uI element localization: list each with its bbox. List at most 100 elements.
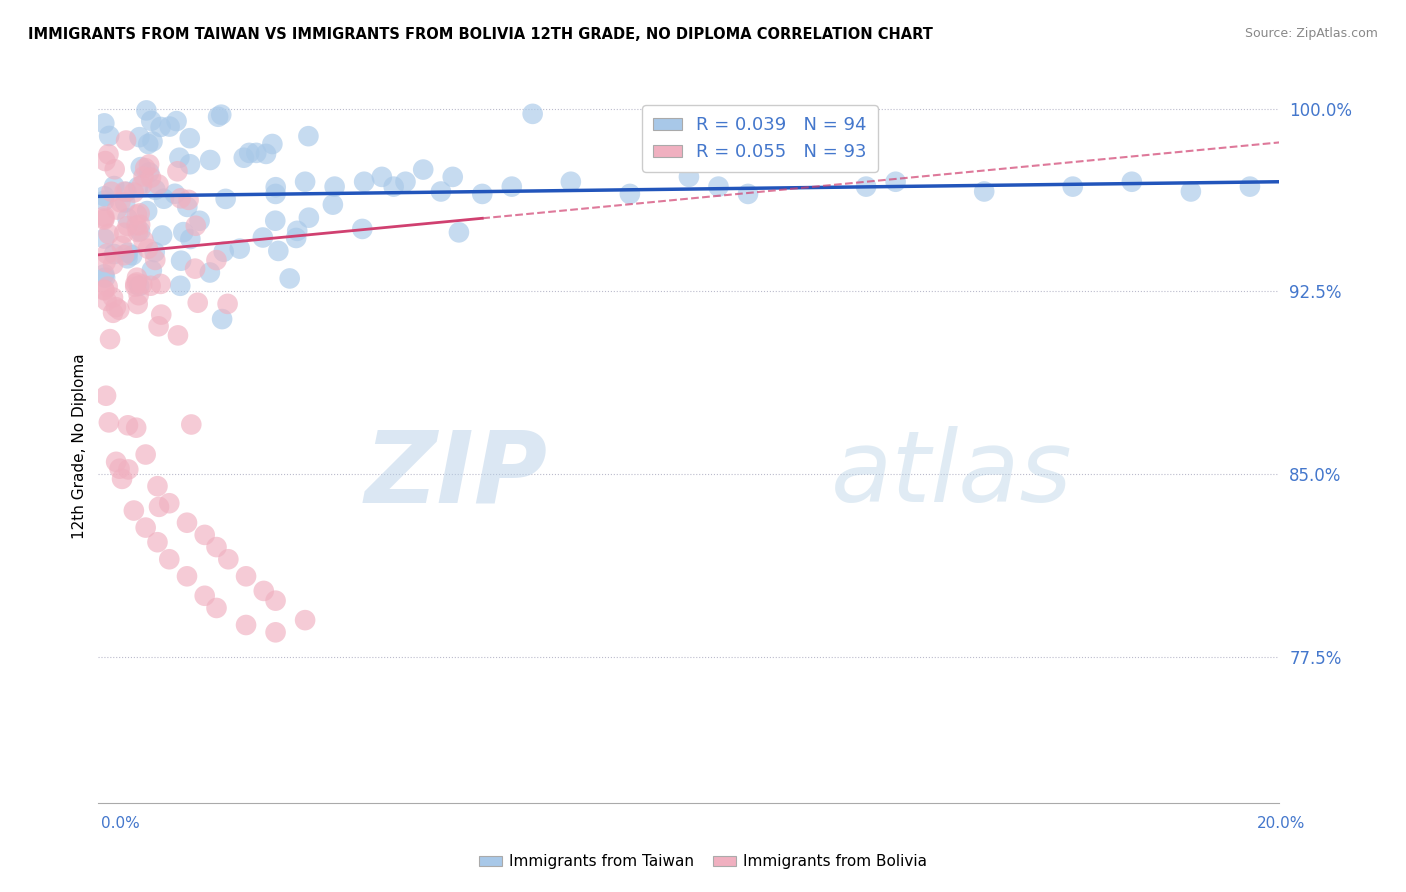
Point — [264, 213, 287, 227]
Point — [98, 332, 121, 346]
Point — [132, 233, 155, 247]
Point — [94, 154, 117, 169]
Point — [176, 569, 198, 583]
Point — [139, 170, 162, 185]
Point — [1062, 179, 1084, 194]
Point — [235, 569, 257, 583]
Point — [136, 136, 159, 151]
Point — [117, 211, 139, 226]
Point — [245, 145, 267, 160]
Point — [707, 179, 730, 194]
Point — [146, 479, 169, 493]
Point — [117, 418, 139, 433]
Point — [117, 462, 139, 476]
Point — [322, 197, 344, 211]
Point — [94, 270, 117, 285]
Point — [143, 245, 166, 260]
Point — [93, 284, 115, 298]
Point — [855, 179, 877, 194]
Point — [1180, 185, 1202, 199]
Point — [172, 225, 194, 239]
Point — [184, 219, 207, 233]
Point — [471, 186, 494, 201]
Point — [101, 257, 124, 271]
Point — [93, 212, 115, 227]
Point — [212, 244, 235, 259]
Point — [129, 160, 152, 174]
Point — [105, 455, 128, 469]
Text: atlas: atlas — [831, 426, 1073, 523]
Point — [187, 295, 209, 310]
Point — [207, 110, 229, 124]
Point — [352, 222, 374, 236]
Point — [115, 185, 138, 199]
Point — [323, 179, 346, 194]
Point — [129, 218, 152, 232]
Point — [96, 246, 118, 260]
Point — [94, 389, 117, 403]
Point — [157, 552, 180, 566]
Point — [180, 417, 202, 432]
Point — [169, 151, 191, 165]
Point — [522, 107, 544, 121]
Point — [129, 224, 152, 238]
Point — [146, 535, 169, 549]
Point — [214, 192, 236, 206]
Text: ZIP: ZIP — [364, 426, 547, 523]
Point — [112, 226, 135, 240]
Point — [884, 175, 907, 189]
Point — [194, 589, 217, 603]
Point — [176, 200, 198, 214]
Point — [93, 232, 115, 246]
Point — [200, 153, 222, 167]
Point — [264, 180, 287, 194]
Y-axis label: 12th Grade, No Diploma: 12th Grade, No Diploma — [72, 353, 87, 539]
Point — [149, 277, 172, 291]
Point — [167, 328, 190, 343]
Point — [111, 239, 134, 253]
Point — [217, 297, 239, 311]
Point — [166, 114, 188, 128]
Point — [117, 252, 139, 266]
Point — [114, 195, 136, 210]
Point — [170, 253, 193, 268]
Point — [177, 193, 200, 207]
Point — [122, 186, 145, 200]
Point — [1121, 175, 1143, 189]
Point — [108, 302, 131, 317]
Point — [278, 271, 301, 285]
Point — [179, 232, 201, 246]
Point — [125, 208, 148, 222]
Point — [124, 279, 146, 293]
Point — [394, 175, 416, 189]
Text: IMMIGRANTS FROM TAIWAN VS IMMIGRANTS FROM BOLIVIA 12TH GRADE, NO DIPLOMA CORRELA: IMMIGRANTS FROM TAIWAN VS IMMIGRANTS FRO… — [28, 27, 934, 42]
Point — [97, 279, 120, 293]
Point — [737, 186, 759, 201]
Point — [101, 306, 124, 320]
Point — [97, 416, 120, 430]
Point — [264, 625, 287, 640]
Point — [238, 145, 260, 160]
Point — [136, 204, 159, 219]
Point — [176, 516, 198, 530]
Point — [138, 157, 160, 171]
Point — [93, 283, 115, 297]
Point — [128, 288, 150, 302]
Point — [124, 277, 146, 291]
Point — [121, 248, 143, 262]
Point — [166, 164, 188, 178]
Point — [294, 175, 316, 189]
Point — [169, 278, 191, 293]
Point — [97, 147, 120, 161]
Point — [159, 120, 181, 134]
Point — [125, 219, 148, 233]
Point — [441, 169, 464, 184]
Text: 20.0%: 20.0% — [1257, 816, 1305, 831]
Point — [96, 293, 118, 308]
Point — [93, 268, 115, 282]
Point — [973, 185, 995, 199]
Point — [114, 185, 136, 199]
Point — [150, 228, 173, 243]
Point — [125, 270, 148, 285]
Point — [94, 255, 117, 269]
